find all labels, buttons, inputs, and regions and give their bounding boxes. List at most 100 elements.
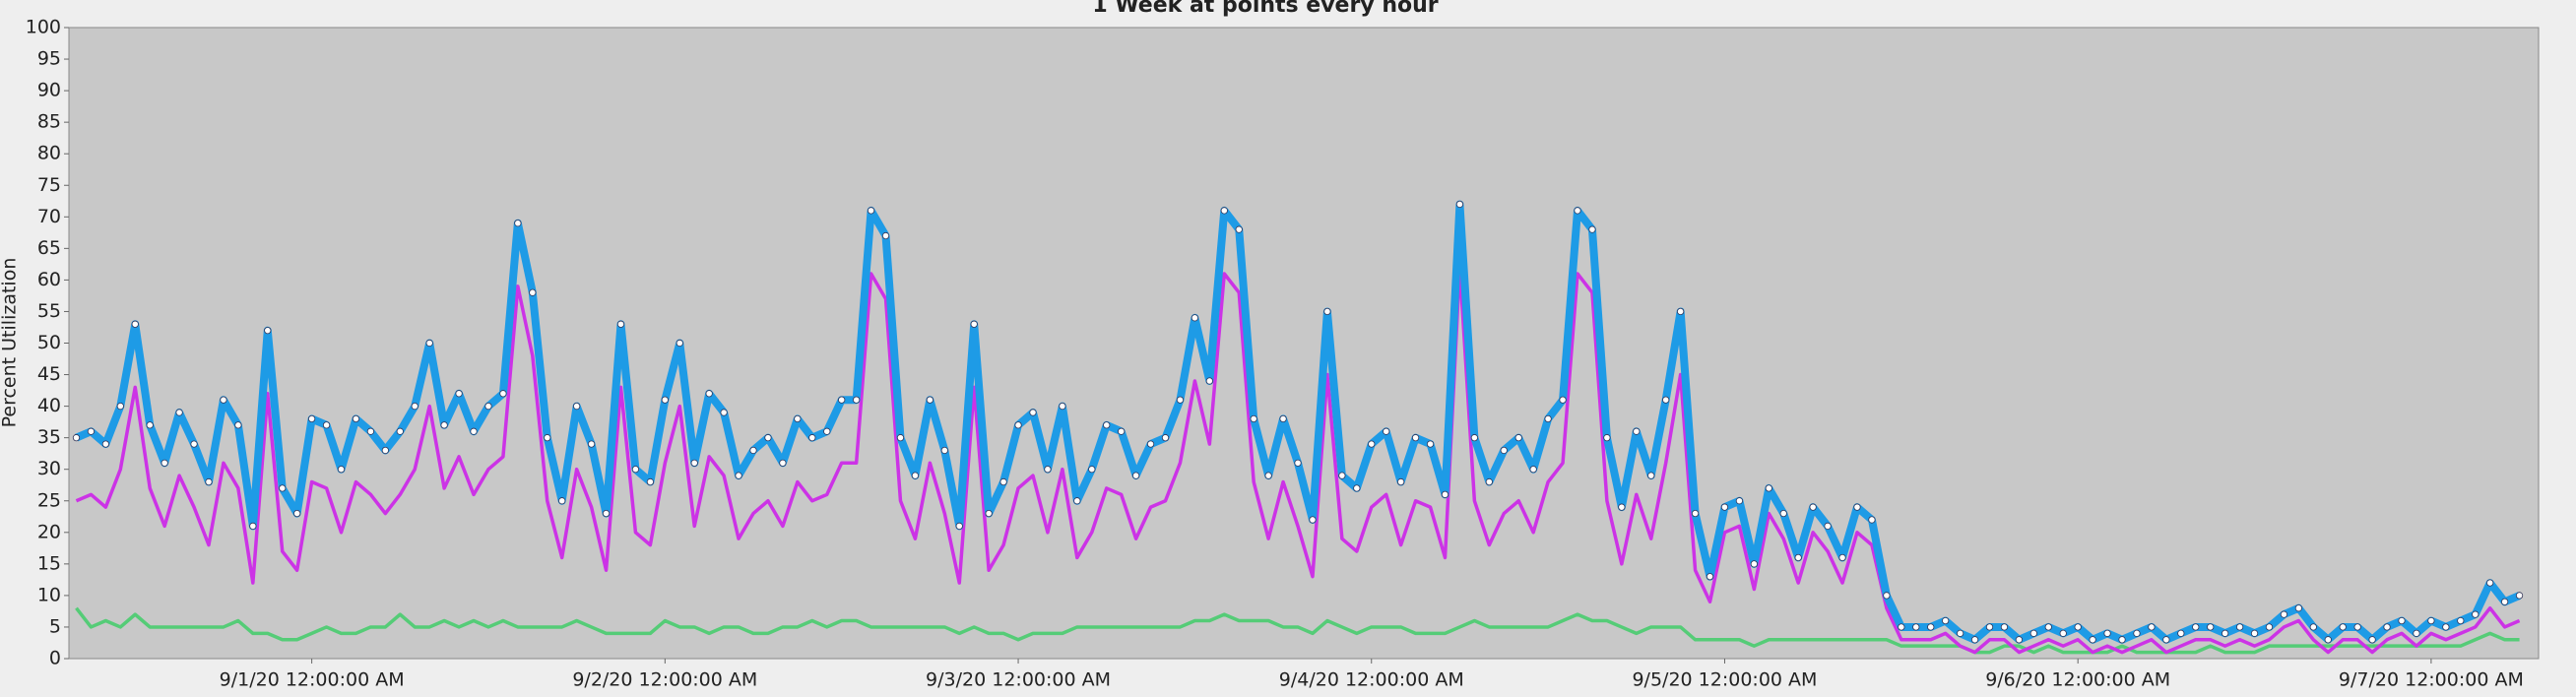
point-marker	[1794, 553, 1802, 562]
chart-title: 1 Week at points every hour	[1092, 0, 1438, 18]
point-marker	[1118, 427, 1126, 435]
point-marker	[2486, 579, 2494, 587]
point-marker	[1824, 522, 1832, 530]
point-marker	[1942, 616, 1950, 625]
point-marker	[1868, 516, 1876, 524]
point-marker	[1765, 484, 1772, 492]
point-marker	[2074, 623, 2082, 631]
y-tick-label: 30	[37, 458, 61, 479]
point-marker	[616, 320, 625, 328]
point-marker	[749, 446, 757, 455]
point-marker	[2427, 616, 2435, 625]
point-marker	[808, 434, 816, 442]
y-tick-label: 80	[37, 143, 61, 164]
point-marker	[853, 396, 861, 404]
point-marker	[2015, 636, 2023, 644]
point-marker	[175, 409, 183, 416]
point-marker	[2192, 623, 2200, 631]
point-marker	[2442, 623, 2450, 631]
point-marker	[1485, 477, 1493, 486]
point-marker	[911, 472, 920, 479]
point-marker	[985, 509, 993, 518]
point-marker	[1250, 414, 1257, 423]
point-marker	[1146, 440, 1155, 448]
point-marker	[1750, 560, 1758, 568]
point-marker	[2118, 636, 2126, 644]
point-marker	[1588, 225, 1596, 233]
point-marker	[146, 421, 154, 429]
point-marker	[293, 509, 301, 518]
point-marker	[940, 446, 948, 455]
point-marker	[1957, 629, 1964, 637]
point-marker	[1368, 440, 1376, 448]
point-marker	[1426, 440, 1435, 448]
y-tick-label: 100	[26, 17, 61, 38]
point-marker	[2222, 629, 2229, 637]
point-marker	[1970, 636, 1979, 644]
point-marker	[1103, 421, 1111, 429]
y-tick-label: 65	[37, 237, 61, 259]
point-marker	[1779, 509, 1787, 518]
point-marker	[1338, 472, 1346, 479]
point-marker	[1073, 497, 1081, 505]
point-marker	[881, 231, 890, 240]
point-marker	[1029, 409, 1037, 416]
point-marker	[366, 427, 375, 435]
point-marker	[381, 446, 389, 455]
point-marker	[2089, 636, 2096, 644]
y-tick-label: 5	[49, 615, 61, 637]
point-marker	[1220, 207, 1228, 215]
x-tick-label: 9/3/20 12:00:00 AM	[926, 669, 1111, 691]
point-marker	[646, 477, 654, 486]
point-marker	[2177, 629, 2185, 637]
point-marker	[955, 522, 963, 530]
y-tick-label: 50	[37, 332, 61, 353]
point-marker	[1883, 592, 1891, 600]
point-marker	[234, 421, 242, 429]
y-tick-label: 10	[37, 584, 61, 605]
point-marker	[455, 390, 463, 398]
point-marker	[2265, 623, 2274, 631]
point-marker	[484, 402, 492, 411]
y-tick-label: 70	[37, 206, 61, 227]
point-marker	[1294, 459, 1302, 467]
point-marker	[425, 339, 433, 348]
point-marker	[1383, 427, 1390, 435]
point-marker	[1544, 414, 1552, 423]
point-marker	[558, 497, 566, 505]
point-marker	[896, 434, 905, 442]
point-marker	[1014, 421, 1022, 429]
point-marker	[161, 459, 168, 467]
y-tick-label: 35	[37, 426, 61, 448]
point-marker	[2029, 629, 2037, 637]
point-marker	[440, 421, 448, 429]
point-marker	[87, 427, 96, 435]
point-marker	[1574, 207, 1581, 215]
point-marker	[2044, 623, 2052, 631]
y-tick-label: 40	[37, 395, 61, 416]
y-tick-label: 0	[49, 648, 61, 669]
y-tick-label: 55	[37, 300, 61, 322]
point-marker	[2000, 623, 2009, 631]
point-marker	[1809, 503, 1817, 511]
x-tick-label: 9/4/20 12:00:00 AM	[1279, 669, 1464, 691]
point-marker	[322, 421, 331, 429]
series-line	[75, 265, 2521, 655]
point-marker	[2280, 610, 2288, 618]
point-marker	[1059, 402, 1066, 411]
point-marker	[249, 522, 257, 530]
point-marker	[1264, 472, 1272, 479]
point-marker	[499, 390, 507, 398]
point-marker	[411, 402, 419, 411]
point-marker	[602, 509, 611, 518]
point-marker	[1044, 466, 1052, 474]
point-marker	[2353, 623, 2361, 631]
point-marker	[2148, 623, 2156, 631]
x-tick-label: 9/5/20 12:00:00 AM	[1632, 669, 1817, 691]
point-marker	[529, 288, 537, 296]
point-marker	[1912, 623, 1920, 631]
point-marker	[573, 402, 581, 411]
point-marker	[1985, 623, 1994, 631]
